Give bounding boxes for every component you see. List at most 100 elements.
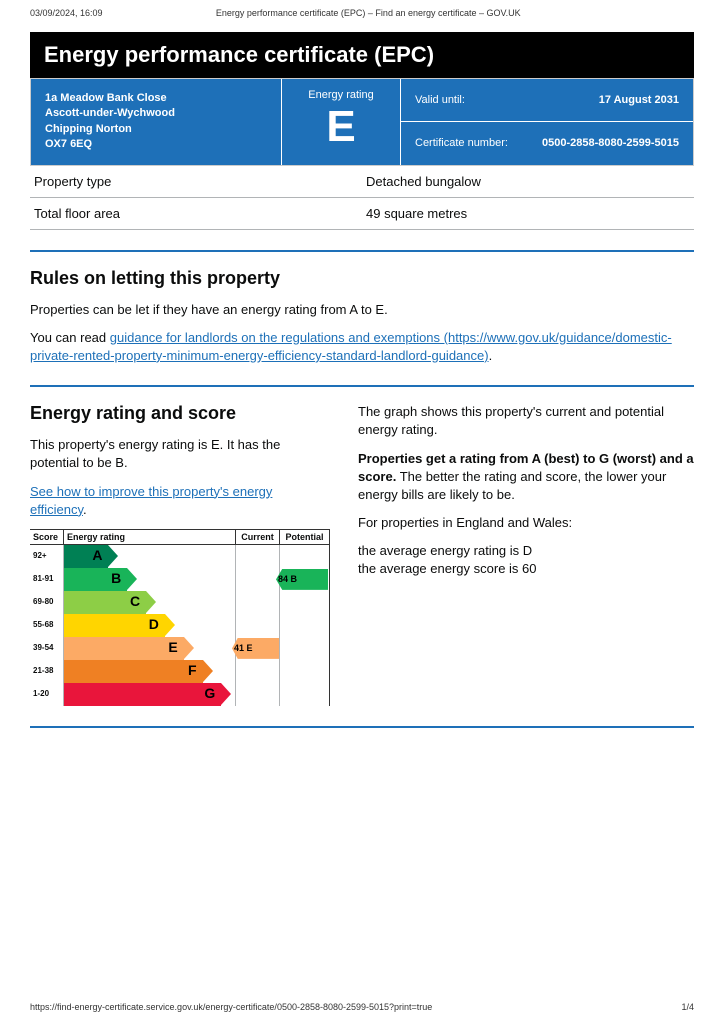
chart-head-potential: Potential: [279, 530, 329, 544]
rating-box: Energy rating E: [281, 79, 401, 165]
chart-band-row: 55-68 D: [30, 614, 329, 637]
band-area: A: [64, 545, 235, 568]
landlord-guidance-link[interactable]: guidance for landlords on the regulation…: [30, 330, 672, 363]
band-letter: G: [204, 685, 215, 701]
rules-heading: Rules on letting this property: [30, 268, 694, 289]
chart-current-col: [235, 660, 279, 683]
band-letter: D: [149, 616, 159, 632]
chart-header: Score Energy rating Current Potential: [30, 530, 329, 545]
band-area: G: [64, 683, 235, 706]
print-header: 03/09/2024, 16:09 Energy performance cer…: [0, 0, 724, 22]
page-title-bar: Energy performance certificate (EPC): [30, 32, 694, 78]
print-footer: https://find-energy-certificate.service.…: [0, 996, 724, 1018]
chart-band-row: 81-91 B 84 B: [30, 568, 329, 591]
print-page-no: 1/4: [681, 1002, 694, 1012]
band-bar: F: [64, 660, 203, 683]
summary-right: Valid until: 17 August 2031 Certificate …: [401, 79, 693, 165]
page-content: Energy performance certificate (EPC) 1a …: [0, 22, 724, 764]
chart-potential-col: [279, 683, 329, 706]
chart-head-current: Current: [235, 530, 279, 544]
band-letter: C: [130, 593, 140, 609]
prop-value: 49 square metres: [362, 197, 694, 229]
section-rule: [30, 250, 694, 252]
rating-right-p1: The graph shows this property's current …: [358, 403, 694, 439]
band-area: E: [64, 637, 235, 660]
band-area: B: [64, 568, 235, 591]
print-title: Energy performance certificate (EPC) – F…: [216, 8, 521, 18]
chart-band-row: 1-20 G: [30, 683, 329, 706]
chart-current-col: [235, 683, 279, 706]
rating-label: Energy rating: [282, 89, 400, 101]
address-box: 1a Meadow Bank CloseAscott-under-Wychwoo…: [31, 79, 281, 165]
chart-current-col: 41 E: [235, 637, 279, 660]
band-bar: C: [64, 591, 146, 614]
address-line: OX7 6EQ: [45, 137, 267, 152]
rules-p1: Properties can be let if they have an en…: [30, 301, 694, 319]
chart-head-score: Score: [30, 530, 64, 544]
chart-band-row: 92+ A: [30, 545, 329, 568]
chart-current-col: [235, 614, 279, 637]
potential-indicator: 84 B: [276, 569, 328, 590]
rating-left-p1: This property's energy rating is E. It h…: [30, 436, 330, 472]
band-area: C: [64, 591, 235, 614]
print-timestamp: 03/09/2024, 16:09: [30, 8, 103, 18]
band-score: 69-80: [30, 591, 64, 614]
energy-rating-chart: Score Energy rating Current Potential 92…: [30, 529, 330, 706]
rating-right-col: The graph shows this property's current …: [358, 403, 694, 706]
band-score: 81-91: [30, 568, 64, 591]
band-bar: G: [64, 683, 221, 706]
band-arrow-icon: [108, 545, 118, 567]
summary-box: 1a Meadow Bank CloseAscott-under-Wychwoo…: [30, 78, 694, 166]
chart-band-row: 69-80 C: [30, 591, 329, 614]
valid-until-value: 17 August 2031: [599, 94, 679, 106]
band-arrow-icon: [146, 591, 156, 613]
cert-number-label: Certificate number:: [415, 137, 508, 149]
prop-value: Detached bungalow: [362, 166, 694, 198]
prop-label: Total floor area: [30, 197, 362, 229]
rating-right-p4: the average energy rating is D the avera…: [358, 542, 694, 578]
band-letter: F: [188, 662, 197, 678]
chart-potential-col: [279, 660, 329, 683]
band-score: 39-54: [30, 637, 64, 660]
rules-p2: You can read guidance for landlords on t…: [30, 329, 694, 365]
valid-until-label: Valid until:: [415, 94, 465, 106]
chart-current-col: [235, 591, 279, 614]
rating-right-p3: For properties in England and Wales:: [358, 514, 694, 532]
rating-left-col: Energy rating and score This property's …: [30, 403, 330, 706]
prop-label: Property type: [30, 166, 362, 198]
band-arrow-icon: [165, 614, 175, 636]
band-letter: A: [92, 547, 102, 563]
band-score: 92+: [30, 545, 64, 568]
band-letter: B: [111, 570, 121, 586]
table-row: Total floor area49 square metres: [30, 197, 694, 229]
rating-section: Energy rating and score This property's …: [30, 403, 694, 706]
cert-number-value: 0500-2858-8080-2599-5015: [542, 137, 679, 149]
chart-current-col: [235, 545, 279, 568]
band-score: 55-68: [30, 614, 64, 637]
chart-potential-col: [279, 637, 329, 660]
band-arrow-icon: [203, 660, 213, 682]
band-score: 1-20: [30, 683, 64, 706]
cert-number-row: Certificate number: 0500-2858-8080-2599-…: [401, 121, 693, 164]
band-area: F: [64, 660, 235, 683]
valid-until-row: Valid until: 17 August 2031: [401, 79, 693, 121]
band-bar: D: [64, 614, 165, 637]
chart-potential-col: [279, 545, 329, 568]
current-indicator: 41 E: [232, 638, 280, 659]
chart-potential-col: [279, 591, 329, 614]
print-footer-url: https://find-energy-certificate.service.…: [30, 1002, 432, 1012]
chart-potential-col: [279, 614, 329, 637]
band-score: 21-38: [30, 660, 64, 683]
rating-letter: E: [282, 105, 400, 149]
address-line: Ascott-under-Wychwood: [45, 106, 267, 121]
section-rule: [30, 726, 694, 728]
band-arrow-icon: [127, 568, 137, 590]
chart-potential-col: 84 B: [279, 568, 329, 591]
improve-efficiency-link[interactable]: See how to improve this property's energ…: [30, 484, 272, 517]
rating-right-p2: Properties get a rating from A (best) to…: [358, 450, 694, 505]
chart-band-row: 39-54E41 E: [30, 637, 329, 660]
property-table: Property typeDetached bungalowTotal floo…: [30, 166, 694, 230]
rating-heading: Energy rating and score: [30, 403, 330, 424]
band-bar: A: [64, 545, 108, 568]
chart-body: 92+A81-91B84 B69-80C55-68D39-54E41 E21-3…: [30, 545, 329, 706]
